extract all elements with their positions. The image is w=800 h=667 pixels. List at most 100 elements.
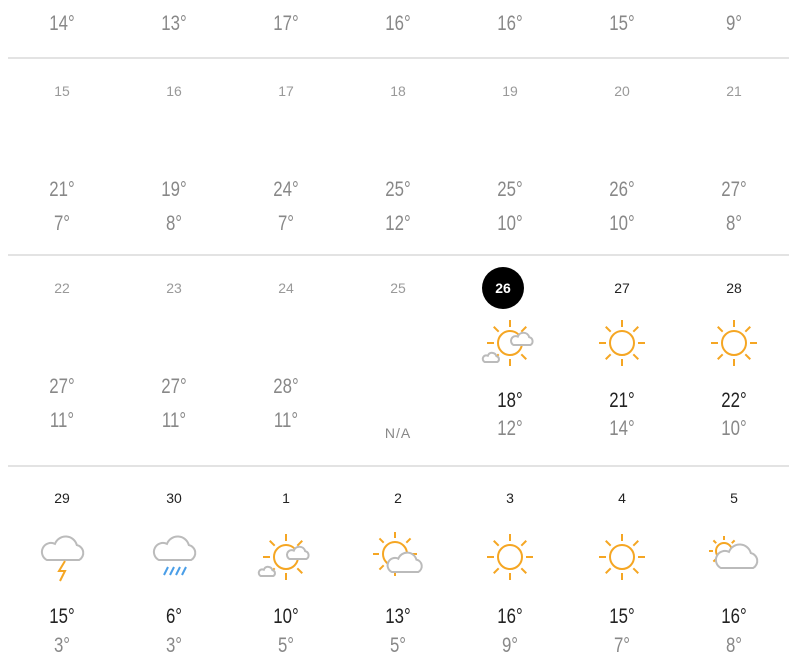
sun-icon: [711, 320, 757, 366]
day-date: 23: [166, 280, 182, 296]
sun-icon: [599, 320, 645, 366]
day-date: 28: [726, 280, 742, 296]
high-temp: 13°: [385, 605, 411, 628]
high-temp: 27°: [721, 178, 747, 201]
day-cell[interactable]: 16°: [454, 0, 566, 159]
day-date: 16: [166, 83, 182, 99]
day-cell[interactable]: 17 24° 7°: [230, 56, 342, 256]
day-cell[interactable]: 25 N/A: [342, 253, 454, 453]
day-cell[interactable]: 24 28° 11°: [230, 253, 342, 453]
high-temp: 22°: [721, 389, 747, 412]
low-temp: 7°: [53, 212, 71, 235]
low-temp: 11°: [49, 409, 75, 432]
day-cell[interactable]: 15 21° 7°: [6, 56, 118, 256]
low-temp: 12°: [385, 212, 411, 235]
day-date: 2: [394, 490, 402, 506]
day-cell[interactable]: 9°: [678, 0, 790, 159]
cloud-with-sun-icon: [709, 536, 759, 569]
day-cell[interactable]: 13°: [118, 0, 230, 159]
low-temp: 3°: [53, 634, 71, 657]
high-temp: 25°: [497, 178, 523, 201]
day-date: 18: [390, 83, 406, 99]
day-date: 27: [614, 280, 630, 296]
high-temp: 26°: [609, 178, 635, 201]
week-divider: [8, 465, 789, 467]
high-temp: 16°: [721, 605, 747, 628]
not-available-label: N/A: [384, 425, 412, 441]
low-temp: 14°: [609, 417, 635, 440]
day-date: 19: [502, 83, 518, 99]
low-temp: 10°: [609, 212, 635, 235]
day-cell[interactable]: 27 21° 14°: [566, 253, 678, 453]
thunderstorm-icon: [40, 535, 85, 582]
high-temp: 21°: [49, 178, 75, 201]
partly-cloudy-icon: [257, 534, 310, 580]
low-temp: 11°: [161, 409, 187, 432]
day-cell[interactable]: 14°: [6, 0, 118, 159]
week-divider: [8, 57, 789, 59]
day-cell[interactable]: 29 15° 3°: [6, 463, 118, 663]
day-date: 24: [278, 280, 294, 296]
day-cell[interactable]: 17°: [230, 0, 342, 159]
low-temp: 10°: [497, 212, 523, 235]
day-cell[interactable]: 28 22° 10°: [678, 253, 790, 453]
high-temp: 10°: [273, 605, 299, 628]
low-temp: 10°: [721, 417, 747, 440]
day-cell[interactable]: 18 25° 12°: [342, 56, 454, 256]
day-cell[interactable]: 4 15° 7°: [566, 463, 678, 663]
high-temp: 16°: [497, 12, 523, 35]
day-cell[interactable]: 21 27° 8°: [678, 56, 790, 256]
day-cell[interactable]: 22 27° 11°: [6, 253, 118, 453]
today-date-badge: 26: [482, 267, 524, 309]
high-temp: 6°: [165, 605, 183, 628]
day-cell[interactable]: 30 6° 3°: [118, 463, 230, 663]
day-cell[interactable]: 23 27° 11°: [118, 253, 230, 453]
high-temp: 15°: [49, 605, 75, 628]
high-temp: 13°: [161, 12, 187, 35]
high-temp: 16°: [497, 605, 523, 628]
low-temp: 7°: [277, 212, 295, 235]
low-temp: 8°: [725, 634, 743, 657]
day-cell[interactable]: 20 26° 10°: [566, 56, 678, 256]
day-cell[interactable]: 3 16° 9°: [454, 463, 566, 663]
high-temp: 19°: [161, 178, 187, 201]
day-date: 4: [618, 490, 626, 506]
day-date: 3: [506, 490, 514, 506]
day-cell[interactable]: 1 10° 5°: [230, 463, 342, 663]
day-date: 1: [282, 490, 290, 506]
high-temp: 18°: [497, 389, 523, 412]
day-cell[interactable]: 2 13° 5°: [342, 463, 454, 663]
rain-icon: [152, 535, 197, 576]
day-date: 5: [730, 490, 738, 506]
high-temp: 15°: [609, 12, 635, 35]
high-temp: 28°: [273, 375, 299, 398]
week-divider: [8, 254, 789, 256]
low-temp: 8°: [725, 212, 743, 235]
low-temp: 5°: [389, 634, 407, 657]
day-cell[interactable]: 15°: [566, 0, 678, 159]
day-date: 20: [614, 83, 630, 99]
day-date: 30: [166, 490, 182, 506]
day-cell[interactable]: 19 25° 10°: [454, 56, 566, 256]
low-temp: 7°: [613, 634, 631, 657]
high-temp: 21°: [609, 389, 635, 412]
low-temp: 9°: [501, 634, 519, 657]
day-cell[interactable]: 16°: [342, 0, 454, 159]
day-cell[interactable]: 16 19° 8°: [118, 56, 230, 256]
high-temp: 24°: [273, 178, 299, 201]
high-temp: 16°: [385, 12, 411, 35]
high-temp: 27°: [161, 375, 187, 398]
day-date: 21: [726, 83, 742, 99]
day-date: 25: [390, 280, 406, 296]
day-date: 15: [54, 83, 70, 99]
high-temp: 27°: [49, 375, 75, 398]
high-temp: 15°: [609, 605, 635, 628]
day-cell[interactable]: 5 16° 8°: [678, 463, 790, 663]
high-temp: 17°: [273, 12, 299, 35]
day-date: 22: [54, 280, 70, 296]
low-temp: 5°: [277, 634, 295, 657]
high-temp: 25°: [385, 178, 411, 201]
day-cell[interactable]: 26 18° 12°: [454, 253, 566, 453]
low-temp: 11°: [273, 409, 299, 432]
day-date: 17: [278, 83, 294, 99]
